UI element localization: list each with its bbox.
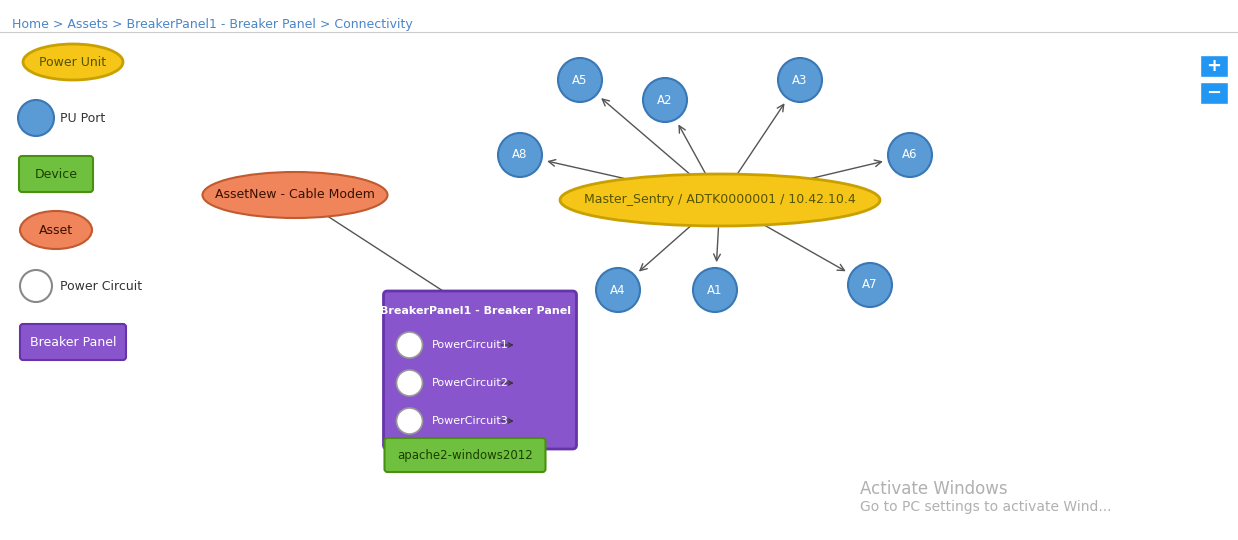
Text: PowerCircuit1: PowerCircuit1	[432, 340, 509, 350]
Text: Activate Windows: Activate Windows	[860, 480, 1008, 498]
Ellipse shape	[203, 172, 387, 218]
FancyBboxPatch shape	[19, 156, 93, 192]
Circle shape	[396, 408, 422, 434]
Text: PowerCircuit2: PowerCircuit2	[432, 378, 509, 388]
Circle shape	[595, 268, 640, 312]
Text: A5: A5	[572, 73, 588, 86]
Circle shape	[693, 268, 737, 312]
Circle shape	[498, 133, 542, 177]
Text: AssetNew - Cable Modem: AssetNew - Cable Modem	[215, 188, 375, 201]
FancyBboxPatch shape	[385, 438, 546, 472]
FancyBboxPatch shape	[1200, 55, 1228, 77]
Text: −: −	[1207, 84, 1222, 102]
Circle shape	[396, 370, 422, 396]
Text: Device: Device	[35, 167, 78, 180]
Text: A1: A1	[707, 284, 723, 296]
Circle shape	[643, 78, 687, 122]
FancyBboxPatch shape	[1200, 82, 1228, 104]
Text: Power Unit: Power Unit	[40, 56, 106, 69]
Text: A7: A7	[862, 279, 878, 292]
Text: PU Port: PU Port	[59, 111, 105, 125]
Circle shape	[20, 270, 52, 302]
FancyBboxPatch shape	[384, 291, 577, 449]
Circle shape	[888, 133, 932, 177]
Text: BreakerPanel1 - Breaker Panel: BreakerPanel1 - Breaker Panel	[380, 306, 571, 316]
Ellipse shape	[560, 174, 880, 226]
Circle shape	[396, 332, 422, 358]
Text: PowerCircuit3: PowerCircuit3	[432, 416, 509, 426]
Circle shape	[777, 58, 822, 102]
Circle shape	[19, 100, 54, 136]
Text: A2: A2	[657, 93, 672, 106]
Ellipse shape	[20, 211, 92, 249]
Ellipse shape	[24, 44, 123, 80]
Text: Go to PC settings to activate Wind...: Go to PC settings to activate Wind...	[860, 500, 1112, 514]
Text: A3: A3	[792, 73, 807, 86]
Text: Asset: Asset	[38, 224, 73, 237]
Text: A8: A8	[513, 148, 527, 161]
Text: A4: A4	[610, 284, 625, 296]
Circle shape	[848, 263, 893, 307]
Text: A6: A6	[903, 148, 917, 161]
Text: Master_Sentry / ADTK0000001 / 10.42.10.4: Master_Sentry / ADTK0000001 / 10.42.10.4	[584, 193, 855, 206]
Text: apache2-windows2012: apache2-windows2012	[397, 449, 532, 462]
Text: Home > Assets > BreakerPanel1 - Breaker Panel > Connectivity: Home > Assets > BreakerPanel1 - Breaker …	[12, 18, 412, 31]
Text: +: +	[1207, 57, 1222, 75]
FancyBboxPatch shape	[20, 324, 126, 360]
Circle shape	[558, 58, 602, 102]
Text: Power Circuit: Power Circuit	[59, 280, 142, 293]
Text: Breaker Panel: Breaker Panel	[30, 335, 116, 348]
